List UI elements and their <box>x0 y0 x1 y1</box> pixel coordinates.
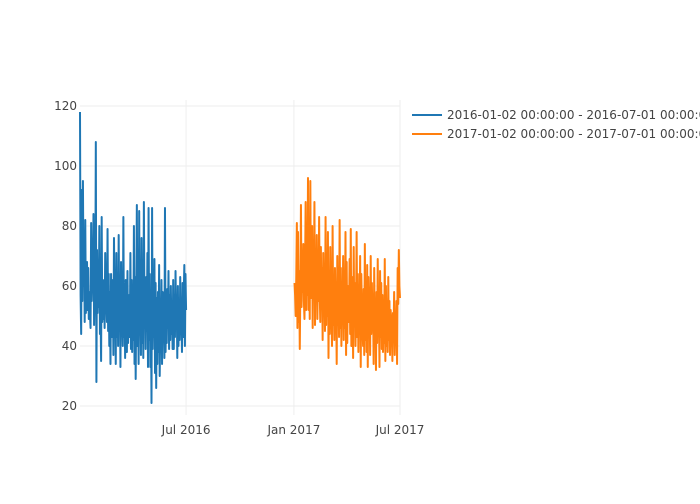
y-tick-label: 60 <box>62 279 77 293</box>
y-tick-label: 80 <box>62 219 77 233</box>
x-tick-label: Jul 2017 <box>375 423 425 437</box>
x-axis-ticks: Jul 2016 Jan 2017 Jul 2017 <box>161 423 425 437</box>
series-line-1 <box>79 111 188 404</box>
y-tick-label: 120 <box>54 99 77 113</box>
y-tick-label: 100 <box>54 159 77 173</box>
series-line-2 <box>293 177 401 371</box>
plot-area <box>79 111 401 404</box>
legend-item-1[interactable]: 2016-01-02 00:00:00 - 2016-07-01 00:00:0… <box>412 108 700 122</box>
legend-item-2[interactable]: 2017-01-02 00:00:00 - 2017-07-01 00:00:0… <box>412 127 700 141</box>
x-tick-label: Jul 2016 <box>161 423 211 437</box>
legend-label: 2016-01-02 00:00:00 - 2016-07-01 00:00:0… <box>447 108 700 122</box>
y-axis-ticks: 20 40 60 80 100 120 <box>54 99 77 413</box>
x-tick-label: Jan 2017 <box>266 423 320 437</box>
y-tick-label: 40 <box>62 339 77 353</box>
legend-label: 2017-01-02 00:00:00 - 2017-07-01 00:00:0… <box>447 127 700 141</box>
y-tick-label: 20 <box>62 399 77 413</box>
legend[interactable]: 2016-01-02 00:00:00 - 2016-07-01 00:00:0… <box>412 108 700 141</box>
